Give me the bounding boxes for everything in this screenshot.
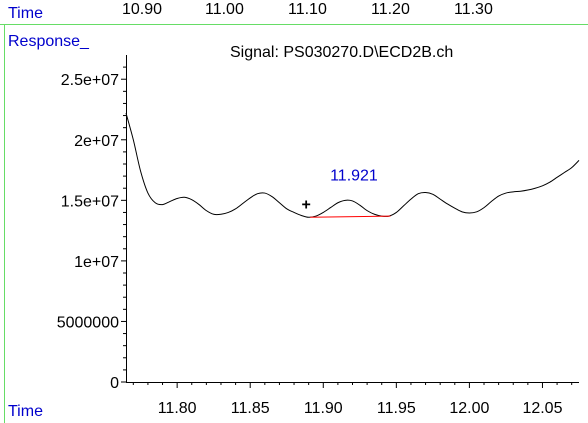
peak-baseline-line (310, 215, 391, 218)
signal-title: Signal: PS030270.D\ECD2B.ch (230, 44, 454, 61)
x-tick-label: 12.00 (449, 400, 489, 417)
x-tick-label: 11.85 (231, 400, 270, 417)
y-tick-label: 2e+07 (74, 133, 119, 150)
bottom-time-axis-label: Time (8, 403, 43, 420)
y-tick-label: 2.5e+07 (61, 72, 119, 89)
top-time-axis-label: Time (8, 5, 43, 22)
peak-start-marker: + (301, 196, 310, 213)
y-tick-label: 1e+07 (74, 254, 119, 271)
x-tick-label: 11.95 (377, 400, 416, 417)
y-tick-label: 5000000 (57, 314, 119, 331)
ticks-group: 0 5000000 1e+07 1.5e+07 2e+07 2.5e+07 11.80 11.… (57, 66, 573, 417)
top-time-tick: 11.30 (454, 1, 493, 18)
y-tick-label: 0 (110, 375, 119, 392)
top-time-tick: 10.90 (122, 1, 163, 18)
x-tick-label: 11.90 (304, 400, 343, 417)
axes-group (126, 55, 579, 383)
y-tick-label: 1.5e+07 (61, 193, 119, 210)
peak-retention-time-label: 11.921 (330, 167, 378, 184)
top-time-tick: 11.10 (288, 1, 327, 18)
panel-frame (0, 24, 588, 423)
signal-trace-line (125, 112, 580, 218)
top-time-tick: 11.00 (205, 1, 244, 18)
x-tick-label: 11.80 (158, 400, 197, 417)
x-tick-label: 12.05 (522, 400, 562, 417)
top-time-tick: 11.20 (371, 1, 410, 18)
response-axis-label: Response_ (8, 33, 89, 50)
plot-group: +11.921 (125, 112, 580, 218)
